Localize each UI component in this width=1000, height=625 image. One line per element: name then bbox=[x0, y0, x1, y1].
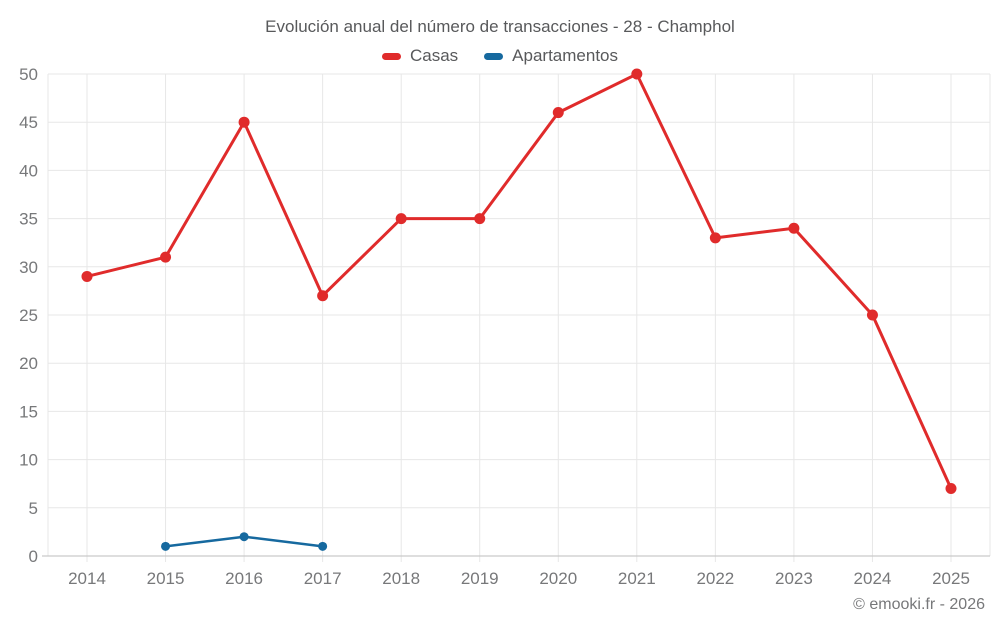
apartamentos-data-point bbox=[318, 541, 328, 551]
y-axis-tick-label: 15 bbox=[19, 402, 38, 421]
casas-data-point bbox=[945, 483, 957, 495]
x-axis-tick-label: 2015 bbox=[147, 569, 185, 588]
legend-label: Casas bbox=[409, 46, 459, 65]
casas-data-point bbox=[788, 222, 800, 234]
casas-data-point bbox=[81, 270, 93, 282]
x-axis-tick-label: 2018 bbox=[382, 569, 420, 588]
y-axis-tick-label: 45 bbox=[19, 113, 38, 132]
legend-swatch-icon bbox=[484, 52, 504, 60]
y-axis-tick-label: 25 bbox=[19, 306, 38, 325]
x-axis-tick-label: 2022 bbox=[696, 569, 734, 588]
casas-line bbox=[85, 72, 953, 490]
casas-data-point bbox=[709, 232, 721, 244]
y-axis-tick-label: 40 bbox=[19, 161, 38, 180]
y-axis-tick-label: 20 bbox=[19, 354, 38, 373]
x-axis-tick-label: 2014 bbox=[68, 569, 106, 588]
chart-legend: Casas Apartamentos bbox=[0, 46, 1000, 66]
casas-data-point bbox=[238, 116, 250, 128]
x-axis-tick-label: 2025 bbox=[932, 569, 970, 588]
x-axis-tick-label: 2023 bbox=[775, 569, 813, 588]
y-axis-tick-label: 5 bbox=[29, 499, 38, 518]
legend-swatch-icon bbox=[381, 52, 401, 60]
x-axis-tick-label: 2017 bbox=[304, 569, 342, 588]
casas-data-point bbox=[317, 290, 329, 302]
y-axis-tick-label: 0 bbox=[29, 547, 38, 566]
casas-data-point bbox=[631, 68, 643, 80]
casas-data-point bbox=[160, 251, 172, 263]
legend-item-apartamentos[interactable]: Apartamentos bbox=[484, 46, 618, 66]
apartamentos-data-point bbox=[161, 541, 171, 551]
x-axis-tick-label: 2016 bbox=[225, 569, 263, 588]
y-axis-tick-label: 35 bbox=[19, 210, 38, 229]
x-axis-tick-label: 2019 bbox=[461, 569, 499, 588]
casas-data-point bbox=[552, 107, 564, 119]
legend-label: Apartamentos bbox=[512, 46, 619, 65]
legend-item-casas[interactable]: Casas bbox=[381, 46, 459, 66]
y-axis-tick-label: 10 bbox=[19, 451, 38, 470]
casas-data-point bbox=[474, 213, 486, 225]
y-axis-tick-label: 30 bbox=[19, 258, 38, 277]
chart-title: Evolución anual del número de transaccio… bbox=[265, 17, 735, 36]
x-axis-tick-label: 2020 bbox=[539, 569, 577, 588]
copyright-text: © emooki.fr - 2026 bbox=[853, 596, 985, 613]
apartamentos-data-point bbox=[239, 532, 249, 542]
x-axis-tick-label: 2024 bbox=[854, 569, 892, 588]
y-axis-tick-label: 50 bbox=[19, 65, 38, 84]
x-axis-tick-label: 2021 bbox=[618, 569, 656, 588]
casas-data-point bbox=[395, 213, 407, 225]
casas-data-point bbox=[866, 309, 878, 321]
